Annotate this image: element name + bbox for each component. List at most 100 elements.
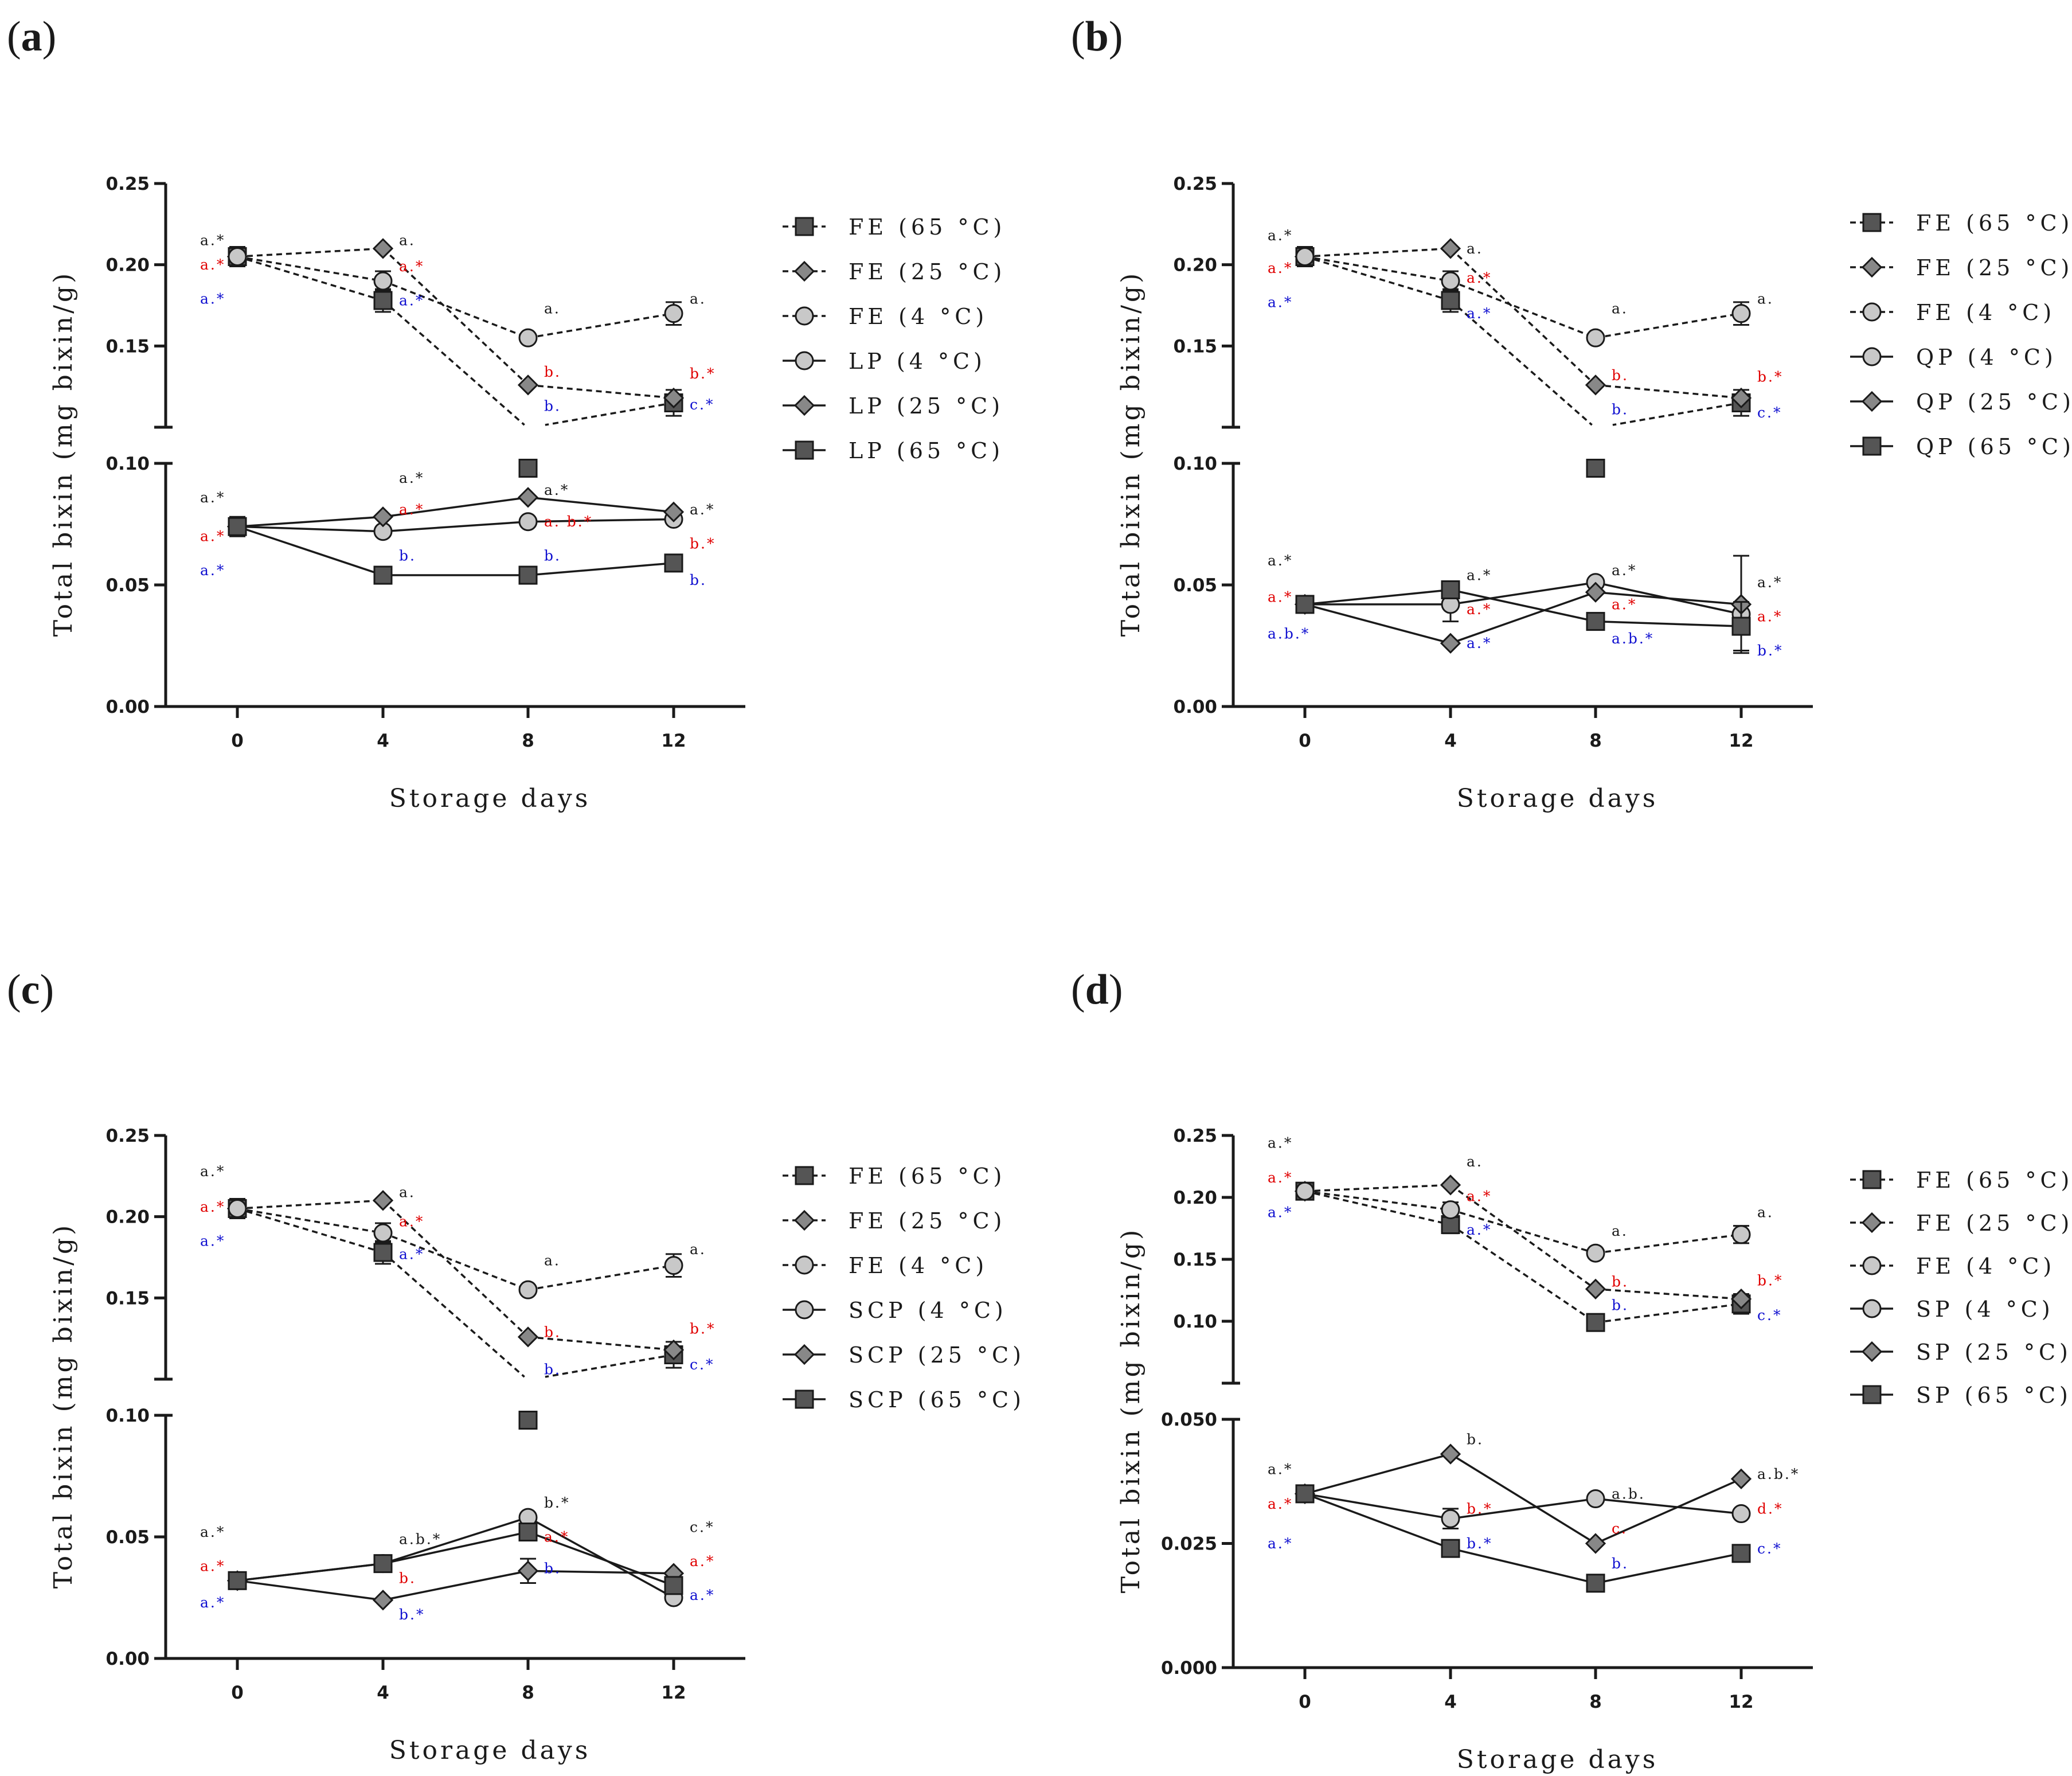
x-tick-label: 0 — [1299, 731, 1311, 751]
legend-marker-diamond — [1861, 1341, 1883, 1363]
data-point-square — [1586, 612, 1605, 631]
y-tick-label-lower: 0.10 — [106, 454, 150, 474]
y-tick-label-lower: 0.00 — [106, 1649, 150, 1669]
significance-letter: a. — [690, 291, 706, 307]
series-line — [1304, 588, 1451, 606]
significance-letter: a.* — [544, 1528, 569, 1545]
data-point-circle — [1586, 1489, 1605, 1509]
significance-letter: a.* — [1268, 1204, 1293, 1221]
x-tick-label: 8 — [1589, 1692, 1602, 1712]
legend-marker-diamond — [793, 260, 815, 282]
legend-item: QP (65 °C) — [1850, 434, 2071, 459]
legend-marker-square — [1862, 1170, 1882, 1189]
data-point-square — [664, 1576, 683, 1595]
series-line — [1304, 1453, 1451, 1495]
significance-letter: a. — [399, 1184, 416, 1201]
legend-label: FE (25 °C) — [1916, 255, 2072, 280]
data-point-diamond — [372, 506, 394, 528]
significance-letter: b. — [399, 1570, 416, 1587]
x-tick-label: 0 — [1299, 1692, 1311, 1712]
series-line — [527, 496, 674, 513]
legend-item: FE (4 °C) — [1850, 1254, 2051, 1279]
legend-marker-circle — [1862, 1299, 1882, 1318]
series-line — [545, 401, 674, 426]
significance-letter: a. — [1612, 1223, 1628, 1239]
y-tick-label-upper: 0.15 — [1174, 1250, 1218, 1270]
series-line — [382, 1531, 529, 1565]
data-point-square — [373, 565, 393, 585]
data-point-square — [1586, 458, 1605, 478]
series-sp-25-c- — [1294, 1443, 1752, 1554]
data-point-diamond — [1730, 1468, 1752, 1490]
series-line — [382, 1232, 529, 1291]
x-axis-title: Storage days — [389, 784, 591, 813]
legend-item: SCP (25 °C) — [783, 1342, 1021, 1368]
x-axis-title: Storage days — [1457, 1745, 1659, 1774]
y-tick-label-lower: 0.10 — [106, 1406, 150, 1426]
legend-marker-circle — [1862, 302, 1882, 322]
series-scp-4-c- — [228, 1508, 683, 1607]
significance-letter: b. — [544, 364, 561, 380]
legend-item: FE (65 °C) — [1850, 1168, 2069, 1193]
series-line — [237, 247, 384, 258]
series-line — [1450, 588, 1596, 623]
y-tick-label-upper: 0.25 — [106, 1126, 150, 1146]
series-line — [527, 518, 674, 523]
significance-letter: a.* — [200, 232, 225, 249]
series-line — [1304, 1493, 1451, 1549]
series-line — [1595, 1552, 1742, 1584]
significance-letter: c.* — [690, 1356, 714, 1373]
significance-letter: a.* — [690, 1587, 715, 1603]
x-tick-label: 12 — [1729, 731, 1753, 751]
data-point-circle — [1441, 1509, 1460, 1528]
y-tick-label-upper: 0.15 — [1174, 336, 1218, 357]
data-point-square — [228, 1571, 247, 1590]
x-tick-label: 4 — [377, 1683, 389, 1703]
y-tick-label-upper: 0.15 — [106, 1288, 150, 1309]
y-axis-title: Total bixin (mg bixin/g) — [1116, 1227, 1146, 1594]
legend-marker-circle — [1862, 347, 1882, 366]
panel-a: (a) 0.15 0.20 0.25 0.00 0.05 0.10 0 4 8 12 Storage … — [7, 13, 1006, 813]
x-tick-label: 8 — [522, 731, 534, 751]
significance-letter: a.* — [399, 470, 424, 486]
significance-letter: b.* — [399, 1606, 425, 1623]
legend-marker-circle — [795, 1300, 814, 1320]
legend-item: FE (4 °C) — [783, 1253, 988, 1278]
data-point-circle — [1295, 1181, 1315, 1201]
significance-letter: b. — [1612, 1274, 1629, 1290]
legend-item: FE (65 °C) — [783, 214, 1002, 240]
significance-letter: b. — [1467, 1431, 1484, 1447]
significance-letter: b. — [544, 548, 561, 564]
x-axis-title: Storage days — [1457, 784, 1659, 813]
legend-label: FE (25 °C) — [849, 259, 1006, 284]
data-point-square — [228, 517, 247, 536]
significance-letter: a.b.* — [1757, 1466, 1800, 1482]
legend-label: QP (4 °C) — [1916, 345, 2057, 370]
significance-letter: a.* — [690, 1553, 715, 1570]
y-tick-label-upper: 0.20 — [106, 255, 150, 276]
series-lp-65-c- — [228, 517, 683, 585]
data-point-diamond — [372, 238, 394, 259]
legend-label: FE (4 °C) — [849, 1253, 988, 1278]
series-fe-4-c- — [1295, 247, 1751, 348]
data-point-square — [518, 1523, 538, 1542]
y-axis-title: Total bixin (mg bixin/g) — [49, 271, 78, 637]
significance-letter: a.* — [1268, 1535, 1293, 1552]
significance-letter: c.* — [690, 396, 714, 413]
data-point-diamond — [663, 501, 685, 522]
legend-marker-circle — [795, 306, 814, 326]
series-fe-65-c- — [228, 246, 683, 478]
series-line — [1304, 1190, 1451, 1211]
series-line — [237, 1579, 384, 1601]
series-line — [1304, 1493, 1451, 1520]
series-lp-4-c- — [228, 510, 683, 541]
significance-letter: b. — [1612, 1297, 1629, 1314]
significance-letter: b.* — [1757, 642, 1783, 659]
significance-letter: a.* — [1268, 1461, 1293, 1477]
panel-label-d: (d) — [1071, 966, 1123, 1013]
data-point-circle — [518, 328, 538, 348]
data-point-circle — [1441, 271, 1460, 291]
data-point-circle — [1731, 304, 1751, 323]
legend-item: LP (25 °C) — [783, 393, 1000, 419]
series-line — [1595, 1303, 1742, 1324]
